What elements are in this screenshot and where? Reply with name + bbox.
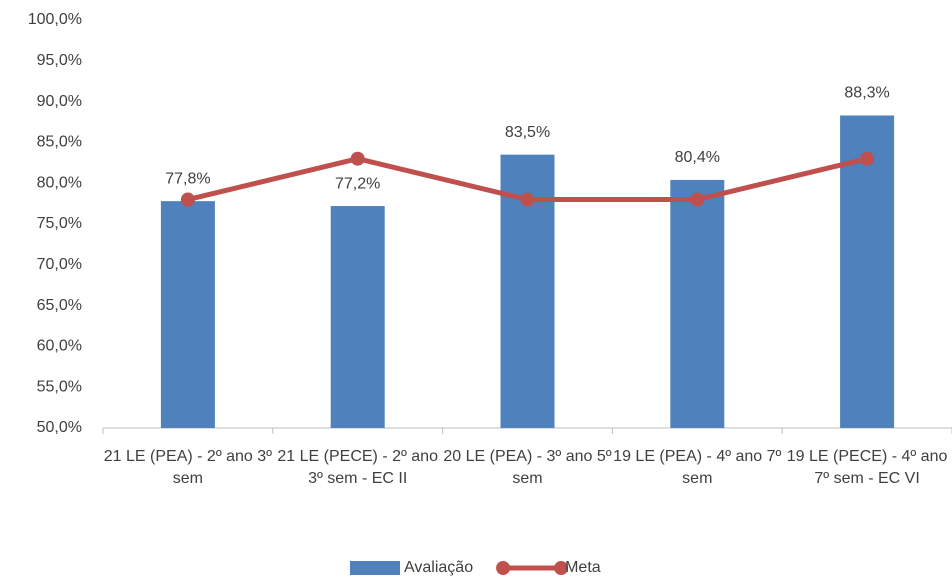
y-tick-label: 80,0%: [37, 174, 82, 191]
y-tick-label: 65,0%: [37, 297, 82, 314]
line-marker: [520, 192, 535, 207]
data-label: 83,5%: [505, 124, 550, 141]
y-tick-label: 95,0%: [37, 52, 82, 69]
bar: [330, 206, 385, 428]
data-label: 77,8%: [165, 170, 210, 187]
y-tick-label: 55,0%: [37, 378, 82, 395]
y-tick-label: 85,0%: [37, 134, 82, 151]
y-tick-label: 75,0%: [37, 215, 82, 232]
bar: [840, 115, 895, 429]
y-tick-label: 90,0%: [37, 93, 82, 110]
x-tick-label: 19 LE (PEA) - 4º ano 7º sem: [613, 448, 782, 487]
x-tick-label: 21 LE (PECE) - 2º ano 3º sem - EC II: [277, 448, 438, 487]
x-tick-label: 20 LE (PEA) - 3º ano 5º sem: [443, 448, 612, 487]
y-tick-label: 60,0%: [37, 338, 82, 355]
legend-label: Avaliação: [404, 559, 473, 576]
x-tick-label: 21 LE (PEA) - 2º ano 3º sem: [103, 448, 272, 487]
line-marker: [180, 192, 195, 207]
data-label: 80,4%: [675, 149, 720, 166]
line-marker: [350, 151, 365, 166]
y-tick-label: 100,0%: [28, 11, 82, 28]
legend-marker: [554, 561, 569, 575]
data-label: 77,2%: [335, 175, 380, 192]
bar: [160, 201, 215, 428]
y-tick-label: 70,0%: [37, 256, 82, 273]
y-tick-label: 50,0%: [37, 419, 82, 436]
legend-swatch: [350, 561, 400, 575]
legend-label: Meta: [565, 559, 601, 576]
bar: [670, 179, 725, 428]
data-label: 88,3%: [844, 85, 889, 102]
legend-marker: [496, 561, 511, 575]
x-tick-label: 19 LE (PECE) - 4º ano 7º sem - EC VI: [786, 448, 948, 487]
line-marker: [690, 192, 705, 207]
line-marker: [860, 151, 875, 166]
